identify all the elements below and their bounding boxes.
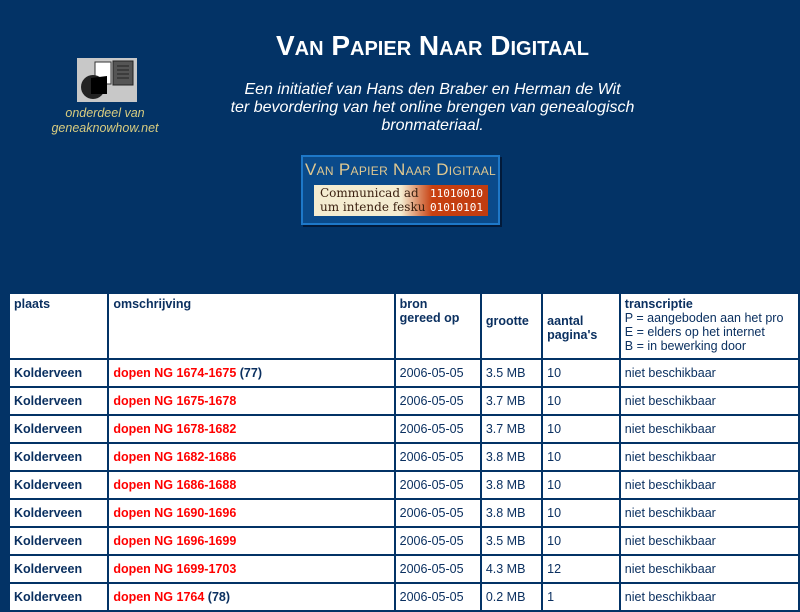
banner-title: Van Papier Naar Digitaal (304, 160, 497, 179)
pages-cell: 10 (541, 358, 621, 388)
intro-text: Een initiatief van Hans den Braber en He… (230, 81, 635, 134)
transcription-cell: niet beschikbaar (618, 554, 800, 584)
transcription-cell: niet beschikbaar (618, 386, 800, 416)
omschrijving-cell: dopen NG 1696-1699 (107, 526, 396, 556)
pages-cell: 10 (541, 442, 621, 472)
source-link[interactable]: dopen NG 1699-1703 (113, 562, 237, 576)
books-icon (81, 60, 134, 99)
size-cell: 4.3 MB (479, 554, 544, 584)
date-cell: 2006-05-05 (393, 554, 482, 584)
source-link[interactable]: dopen NG 1690-1696 (113, 506, 237, 520)
col-transcriptie: transcriptie P = aangeboden aan het pro E … (618, 292, 800, 360)
note-ref: (77) (239, 366, 262, 380)
pages-cell: 10 (541, 526, 621, 556)
transcription-cell: niet beschikbaar (618, 526, 800, 556)
source-link[interactable]: dopen NG 1674-1675 (113, 366, 237, 380)
size-cell: 3.5 MB (479, 358, 544, 388)
size-cell: 3.8 MB (479, 442, 544, 472)
banner-image: Van Papier Naar Digitaal Communicad ad um… (301, 155, 500, 225)
pages-cell: 10 (541, 470, 621, 500)
source-link[interactable]: dopen NG 1675-1678 (113, 394, 237, 408)
plaats-cell: Kolderveen (7, 526, 110, 556)
pages-cell: 12 (541, 554, 621, 584)
date-cell: 2006-05-05 (393, 526, 482, 556)
pages-cell: 10 (541, 414, 621, 444)
table-row: Kolderveen dopen NG 1699-1703 2006-05-05… (7, 554, 800, 584)
col-plaats: plaats (7, 292, 110, 360)
transcription-cell: niet beschikbaar (618, 498, 800, 528)
pages-cell: 1 (541, 582, 621, 612)
col-grootte: grootte (479, 292, 544, 360)
omschrijving-cell: dopen NG 1699-1703 (107, 554, 396, 584)
source-link[interactable]: dopen NG 1678-1682 (113, 422, 237, 436)
caption-line: onderdeel van (65, 106, 145, 120)
plaats-cell: Kolderveen (7, 414, 110, 444)
table-row: Kolderveen dopen NG 1674-1675 (77) 2006-… (7, 358, 800, 388)
transcription-cell: niet beschikbaar (618, 442, 800, 472)
omschrijving-cell: dopen NG 1690-1696 (107, 498, 396, 528)
omschrijving-cell: dopen NG 1674-1675 (77) (107, 358, 396, 388)
table-row: Kolderveen dopen NG 1686-1688 2006-05-05… (7, 470, 800, 500)
page-title: Van Papier Naar Digitaal (276, 30, 589, 61)
source-link[interactable]: dopen NG 1682-1686 (113, 450, 237, 464)
transcription-cell: niet beschikbaar (618, 414, 800, 444)
size-cell: 3.7 MB (479, 414, 544, 444)
plaats-cell: Kolderveen (7, 386, 110, 416)
source-link[interactable]: dopen NG 1686-1688 (113, 478, 237, 492)
col-pages: aantal pagina's (541, 292, 621, 360)
table-header-row: plaats omschrijving bron gereed op groott… (7, 292, 800, 360)
col-omschrijving: omschrijving (107, 292, 396, 360)
geneaknowhow-logo[interactable] (77, 58, 137, 102)
logo-caption[interactable]: onderdeel van geneaknowhow.net (30, 106, 180, 136)
note-ref: (78) (207, 590, 231, 604)
table-row: Kolderveen dopen NG 1682-1686 2006-05-05… (7, 442, 800, 472)
size-cell: 0.2 MB (479, 582, 544, 612)
caption-line: geneaknowhow.net (51, 121, 159, 135)
date-cell: 2006-05-05 (393, 442, 482, 472)
plaats-cell: Kolderveen (7, 498, 110, 528)
table-row: Kolderveen dopen NG 1690-1696 2006-05-05… (7, 498, 800, 528)
omschrijving-cell: dopen NG 1764 (78) (107, 582, 396, 612)
size-cell: 3.7 MB (479, 386, 544, 416)
omschrijving-cell: dopen NG 1682-1686 (107, 442, 396, 472)
date-cell: 2006-05-05 (393, 358, 482, 388)
plaats-cell: Kolderveen (7, 470, 110, 500)
banner-gothic-text: Communicad ad um intende fesku (320, 186, 426, 214)
pages-cell: 10 (541, 498, 621, 528)
transcription-cell: niet beschikbaar (618, 358, 800, 388)
plaats-cell: Kolderveen (7, 554, 110, 584)
transcription-cell: niet beschikbaar (618, 470, 800, 500)
plaats-cell: Kolderveen (7, 358, 110, 388)
date-cell: 2006-05-05 (393, 386, 482, 416)
date-cell: 2006-05-05 (393, 470, 482, 500)
table-row: Kolderveen dopen NG 1678-1682 2006-05-05… (7, 414, 800, 444)
pages-cell: 10 (541, 386, 621, 416)
date-cell: 2006-05-05 (393, 498, 482, 528)
size-cell: 3.8 MB (479, 498, 544, 528)
transcription-cell: niet beschikbaar (618, 582, 800, 612)
source-link[interactable]: dopen NG 1696-1699 (113, 534, 237, 548)
col-bron: bron gereed op (393, 292, 482, 360)
sources-table: plaats omschrijving bron gereed op groott… (7, 292, 800, 612)
table-row: Kolderveen dopen NG 1764 (78) 2006-05-05… (7, 582, 800, 612)
omschrijving-cell: dopen NG 1675-1678 (107, 386, 396, 416)
table-row: Kolderveen dopen NG 1675-1678 2006-05-05… (7, 386, 800, 416)
omschrijving-cell: dopen NG 1686-1688 (107, 470, 396, 500)
size-cell: 3.5 MB (479, 526, 544, 556)
banner-binary: 11010010 01010101 (430, 187, 483, 214)
source-link[interactable]: dopen NG 1764 (113, 590, 205, 604)
date-cell: 2006-05-05 (393, 582, 482, 612)
omschrijving-cell: dopen NG 1678-1682 (107, 414, 396, 444)
date-cell: 2006-05-05 (393, 414, 482, 444)
size-cell: 3.8 MB (479, 470, 544, 500)
table-row: Kolderveen dopen NG 1696-1699 2006-05-05… (7, 526, 800, 556)
plaats-cell: Kolderveen (7, 442, 110, 472)
plaats-cell: Kolderveen (7, 582, 110, 612)
